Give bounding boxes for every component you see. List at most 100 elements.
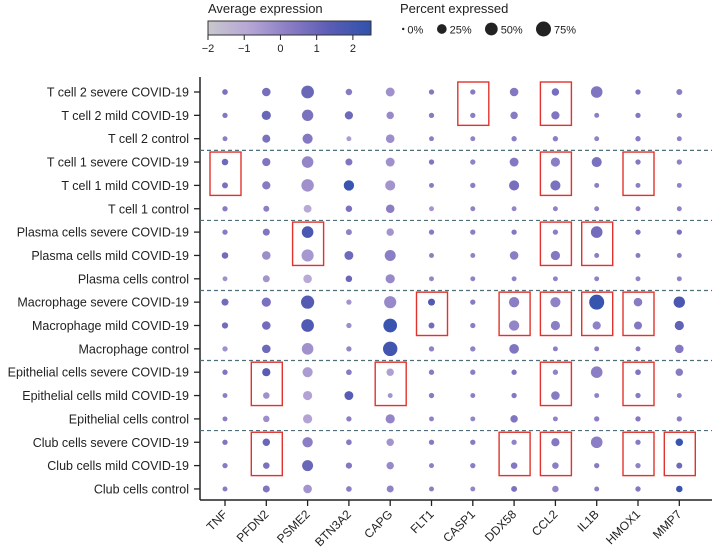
dot bbox=[470, 299, 476, 305]
row-label: T cell 1 severe COVID-19 bbox=[47, 156, 189, 170]
dot bbox=[676, 485, 683, 493]
size-legend-dot bbox=[402, 27, 405, 31]
dot bbox=[511, 485, 518, 492]
dot bbox=[429, 182, 434, 188]
dot bbox=[551, 111, 560, 120]
dot bbox=[302, 133, 313, 144]
dots bbox=[221, 85, 685, 494]
dot bbox=[343, 180, 355, 191]
gene-label: PFDN2 bbox=[234, 507, 272, 545]
highlight-box bbox=[539, 151, 573, 197]
row-label: Macrophage control bbox=[79, 342, 189, 356]
dot bbox=[346, 299, 352, 305]
row-label: Club cells severe COVID-19 bbox=[33, 436, 189, 450]
dot bbox=[262, 228, 270, 236]
dot bbox=[470, 252, 476, 258]
dot bbox=[303, 204, 312, 213]
dot bbox=[385, 157, 395, 167]
dot bbox=[550, 320, 561, 331]
dot bbox=[511, 369, 517, 375]
dot bbox=[594, 206, 600, 212]
highlight-box bbox=[622, 431, 655, 477]
dot bbox=[675, 368, 684, 376]
dot bbox=[635, 486, 641, 492]
size-legend-entries: 0% 25% 50% 75% bbox=[402, 21, 576, 37]
group-separators bbox=[200, 149, 712, 432]
dot bbox=[301, 226, 314, 238]
row-label: Macrophage mild COVID-19 bbox=[32, 319, 189, 333]
dot bbox=[470, 136, 476, 142]
dot bbox=[302, 390, 313, 401]
dot bbox=[386, 228, 394, 236]
dot bbox=[222, 276, 228, 282]
dot bbox=[510, 415, 518, 423]
size-legend-title: Percent expressed bbox=[400, 1, 508, 16]
dot bbox=[635, 229, 641, 235]
dot bbox=[346, 439, 352, 446]
dot bbox=[221, 252, 229, 259]
color-legend: Average expression −2 −1 0 1 2 bbox=[202, 1, 372, 55]
dot bbox=[221, 298, 229, 306]
dot bbox=[552, 276, 558, 282]
dot bbox=[429, 252, 434, 258]
dot bbox=[428, 346, 435, 352]
dot bbox=[302, 414, 313, 424]
dot bbox=[428, 392, 435, 399]
dot bbox=[590, 366, 603, 379]
dot bbox=[550, 157, 561, 167]
dot bbox=[676, 89, 683, 95]
gene-label: BTN3A2 bbox=[312, 507, 354, 549]
dot bbox=[552, 229, 559, 235]
dot bbox=[429, 206, 434, 212]
dot bbox=[263, 462, 270, 469]
dot bbox=[676, 182, 682, 188]
dot bbox=[590, 86, 603, 98]
row-label: Plasma cells control bbox=[78, 272, 189, 286]
size-legend-dot bbox=[536, 21, 551, 37]
dot bbox=[470, 159, 476, 165]
gene-label: TNF bbox=[204, 507, 230, 533]
dot bbox=[303, 274, 312, 284]
dot bbox=[676, 206, 682, 212]
dot bbox=[552, 485, 559, 493]
dot bbox=[302, 460, 314, 472]
dot bbox=[635, 276, 641, 282]
dot bbox=[385, 87, 395, 97]
row-label: Club cells mild COVID-19 bbox=[47, 459, 189, 473]
dot bbox=[428, 439, 435, 445]
gene-labels: TNF PFDN2 PSME2 BTN3A2 CAPG FLT1 CASP1 DDX58 CCL… bbox=[204, 500, 685, 549]
dot bbox=[429, 463, 434, 469]
row-label: T cell 2 severe COVID-19 bbox=[47, 86, 189, 100]
highlight-box bbox=[498, 431, 531, 477]
color-bar-ticks: −2 −1 0 1 2 bbox=[202, 35, 356, 55]
dot bbox=[344, 391, 354, 401]
dot bbox=[346, 486, 352, 492]
dot bbox=[552, 206, 558, 212]
dot bbox=[594, 462, 600, 469]
dot bbox=[428, 229, 435, 235]
dot bbox=[222, 136, 228, 142]
dot bbox=[509, 157, 519, 167]
dot bbox=[635, 159, 641, 165]
size-legend: Percent expressed 0% 25% 50% 75% bbox=[400, 1, 576, 37]
dot bbox=[511, 229, 517, 235]
dot bbox=[552, 416, 558, 422]
gene-label: DDX58 bbox=[482, 507, 519, 544]
dot bbox=[635, 369, 641, 376]
dot bbox=[470, 112, 476, 119]
dot bbox=[301, 249, 314, 262]
row-label: Macrophage severe COVID-19 bbox=[17, 296, 189, 310]
dot bbox=[592, 321, 601, 330]
highlight-box bbox=[250, 361, 284, 407]
dot bbox=[262, 321, 271, 330]
row-label: Plasma cells mild COVID-19 bbox=[31, 249, 189, 263]
dot bbox=[470, 416, 476, 422]
dot bbox=[594, 416, 600, 422]
dot bbox=[470, 229, 476, 235]
dot bbox=[345, 205, 353, 213]
dot bbox=[590, 436, 603, 449]
dot bbox=[511, 276, 517, 282]
dot bbox=[386, 438, 394, 446]
dot bbox=[386, 368, 394, 376]
gene-label: PSME2 bbox=[274, 507, 313, 546]
